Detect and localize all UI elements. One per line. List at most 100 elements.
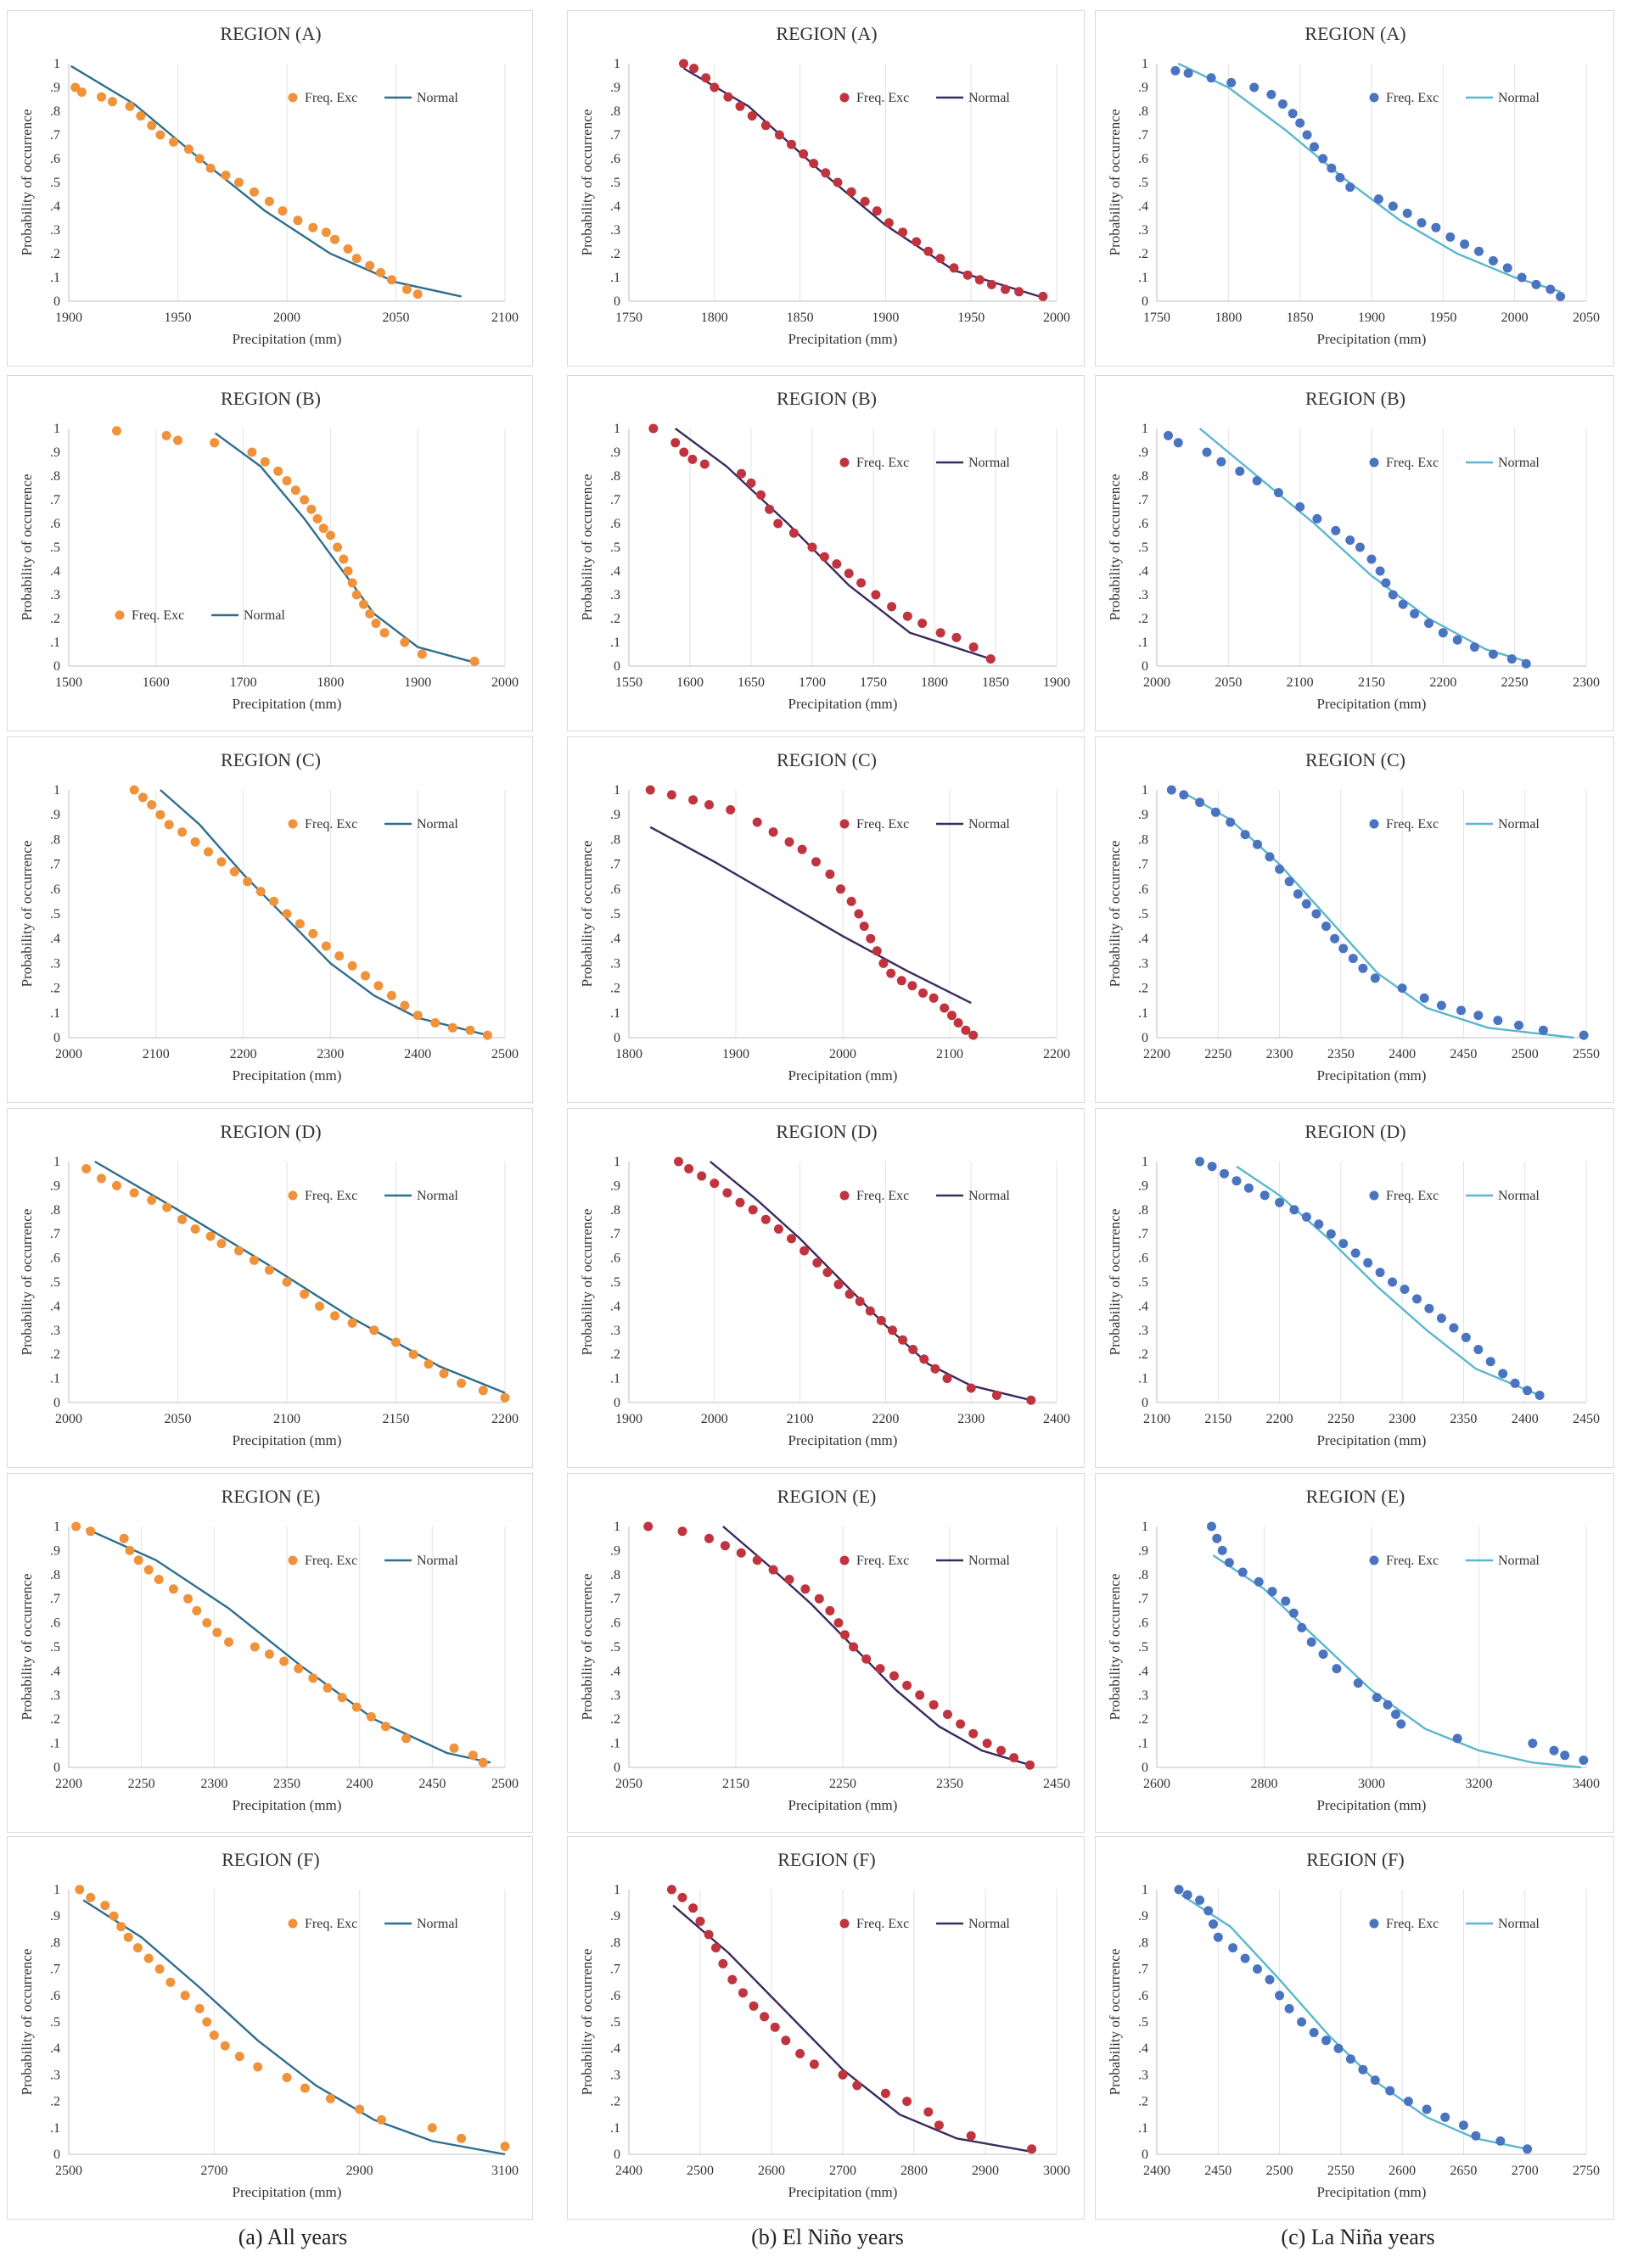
freq-exc-point xyxy=(1195,1896,1205,1905)
freq-exc-point xyxy=(339,554,349,564)
freq-exc-point xyxy=(760,120,771,131)
freq-exc-point xyxy=(1253,1964,1262,1974)
x-tick-label: 2200 xyxy=(55,1777,82,1791)
chart-panel: REGION (C) 2200 2250 2300 2350 2400 2450 2500 25… xyxy=(1095,736,1614,1103)
freq-exc-point xyxy=(295,919,305,929)
freq-exc-point xyxy=(666,790,676,800)
freq-exc-point xyxy=(1385,2086,1395,2096)
freq-exc-point xyxy=(401,284,412,294)
freq-exc-point xyxy=(247,447,257,457)
freq-exc-point xyxy=(915,1690,925,1700)
y-tick-label: .4 xyxy=(1138,1664,1148,1678)
y-tick-label: .2 xyxy=(610,1347,620,1362)
freq-exc-point xyxy=(1311,909,1321,919)
x-tick-label: 2600 xyxy=(1143,1777,1170,1791)
freq-exc-point xyxy=(386,990,396,1000)
freq-exc-point xyxy=(400,1000,410,1011)
y-tick-label: .6 xyxy=(1138,1989,1148,2003)
y-tick-label: 0 xyxy=(614,294,620,309)
chart-title: REGION (F) xyxy=(1306,1849,1405,1870)
x-axis-label: Precipitation (mm) xyxy=(1317,696,1427,712)
x-tick-label: 2200 xyxy=(1266,1412,1293,1426)
freq-exc-point xyxy=(1355,542,1365,552)
freq-exc-point xyxy=(1424,619,1433,629)
freq-exc-point xyxy=(861,1654,872,1664)
freq-exc-point xyxy=(439,1369,449,1379)
y-tick-label: .6 xyxy=(50,1616,60,1631)
y-tick-label: .5 xyxy=(50,1640,60,1655)
freq-exc-point xyxy=(1310,142,1319,152)
normal-curve xyxy=(1187,793,1574,1039)
freq-exc-point xyxy=(898,227,908,238)
legend-marker-freq xyxy=(1369,1918,1379,1929)
freq-exc-point xyxy=(1174,1884,1184,1895)
freq-exc-point xyxy=(282,2073,292,2082)
x-tick-label: 2450 xyxy=(418,1777,446,1791)
x-tick-label: 1800 xyxy=(317,675,344,690)
x-tick-label: 2700 xyxy=(829,2164,856,2178)
freq-exc-point xyxy=(859,921,869,932)
chart-svg: REGION (B) 1500 1600 1700 1800 1900 2000 0 .1 .2.… xyxy=(19,388,519,712)
y-tick-label: .6 xyxy=(1138,517,1148,531)
x-tick-label: 2500 xyxy=(1512,1047,1539,1061)
freq-exc-point xyxy=(173,435,182,445)
y-tick-label: .8 xyxy=(50,832,60,847)
x-tick-label: 2900 xyxy=(972,2164,999,2178)
freq-exc-point xyxy=(940,1003,950,1013)
freq-exc-point xyxy=(365,608,375,619)
freq-exc-point xyxy=(355,2104,365,2114)
freq-exc-point xyxy=(821,168,831,178)
y-tick-label: .8 xyxy=(1138,1568,1148,1582)
x-tick-label: 2100 xyxy=(491,311,519,325)
freq-exc-point xyxy=(947,1011,957,1021)
freq-exc-point xyxy=(1456,1005,1466,1016)
legend-label-normal: Normal xyxy=(1498,1917,1540,1931)
freq-exc-point xyxy=(833,1280,844,1290)
freq-exc-point xyxy=(917,619,928,629)
freq-exc-point xyxy=(1370,2075,1380,2086)
chart-svg: REGION (C) 1800 1900 2000 2100 2200 0 .1 .2 .3 .4.… xyxy=(579,749,1070,1084)
freq-exc-point xyxy=(1473,1345,1484,1354)
freq-exc-point xyxy=(1267,1587,1277,1597)
y-tick-label: 0 xyxy=(53,1396,60,1410)
y-tick-label: .2 xyxy=(610,612,620,626)
freq-exc-point xyxy=(1473,1011,1484,1021)
y-axis-label: Probability of occurrence xyxy=(19,474,35,621)
y-tick-label: .1 xyxy=(610,1372,620,1386)
freq-exc-point xyxy=(294,1664,304,1674)
x-tick-label: 2150 xyxy=(383,1412,410,1426)
x-tick-label: 2900 xyxy=(346,2164,373,2178)
x-tick-label: 2050 xyxy=(165,1412,192,1426)
freq-exc-point xyxy=(154,1964,165,1974)
legend-label-normal: Normal xyxy=(968,91,1010,105)
y-tick-label: 0 xyxy=(1142,294,1148,309)
normal-curve xyxy=(674,428,991,660)
freq-exc-point xyxy=(912,237,922,247)
legend-marker-freq xyxy=(839,1555,850,1565)
x-tick-label: 2400 xyxy=(404,1047,431,1061)
freq-exc-point xyxy=(76,87,87,98)
legend-label-freq: Freq. Exc xyxy=(1386,91,1439,105)
x-tick-label: 1900 xyxy=(1043,675,1070,690)
x-tick-label: 2000 xyxy=(55,1047,82,1061)
chart-title: REGION (D) xyxy=(776,1121,877,1142)
freq-exc-point xyxy=(1027,2144,1037,2154)
freq-exc-point xyxy=(273,466,283,476)
freq-exc-point xyxy=(361,971,370,981)
x-tick-label: 1900 xyxy=(615,1412,642,1426)
legend-marker-freq xyxy=(1369,1190,1379,1201)
freq-exc-point xyxy=(795,2048,805,2058)
freq-exc-point xyxy=(209,2030,219,2041)
y-tick-label: .7 xyxy=(50,1963,60,1977)
freq-exc-point xyxy=(1297,1622,1307,1632)
freq-exc-point xyxy=(1235,466,1245,476)
x-tick-label: 2400 xyxy=(1143,2164,1170,2178)
freq-exc-point xyxy=(943,1710,952,1719)
x-tick-label: 2000 xyxy=(273,311,300,325)
freq-exc-point xyxy=(1260,1190,1270,1201)
freq-exc-point xyxy=(1560,1750,1570,1761)
freq-exc-point xyxy=(321,941,331,951)
freq-exc-point xyxy=(799,1246,810,1256)
freq-exc-point xyxy=(264,196,274,206)
freq-exc-point xyxy=(1203,1906,1214,1916)
